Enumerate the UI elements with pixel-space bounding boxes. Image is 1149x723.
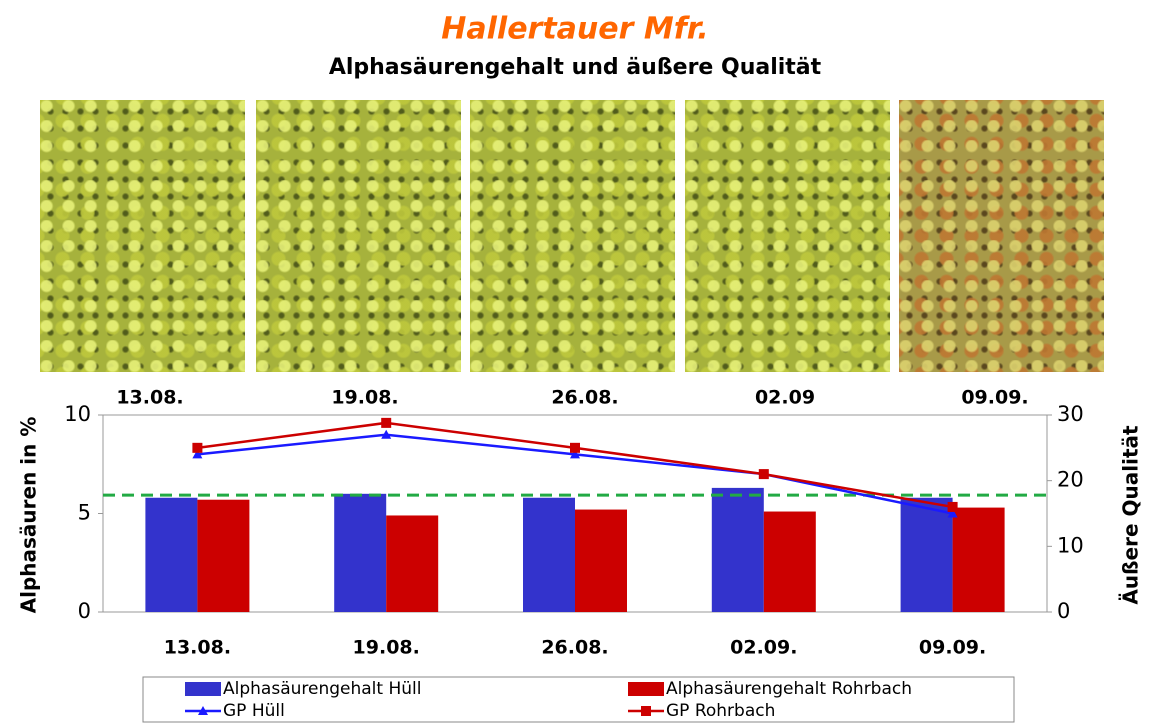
chart-title: Hallertauer Mfr. bbox=[441, 12, 708, 47]
bar bbox=[197, 499, 250, 612]
photo-caption: 09.09. bbox=[961, 387, 1028, 409]
chart-subtitle: Alphasäurengehalt und äußere Qualität bbox=[329, 55, 822, 80]
y2-tick-label: 30 bbox=[1057, 402, 1084, 426]
bar bbox=[711, 487, 764, 612]
legend-label: GP Hüll bbox=[223, 701, 285, 721]
y2-tick-label: 0 bbox=[1057, 599, 1070, 623]
legend-marker bbox=[641, 706, 651, 716]
line-marker bbox=[570, 449, 580, 459]
legend-box bbox=[142, 676, 1015, 723]
line-marker bbox=[381, 429, 392, 439]
x-tick-label: 19.08. bbox=[353, 637, 420, 659]
photo-caption: 02.09 bbox=[755, 387, 815, 409]
bar bbox=[145, 497, 198, 612]
y2-tick-label: 10 bbox=[1057, 533, 1084, 557]
legend-swatch bbox=[185, 682, 221, 696]
legend-label: Alphasäurengehalt Rohrbach bbox=[666, 679, 912, 699]
line-marker bbox=[758, 469, 769, 480]
hop-photo bbox=[256, 100, 461, 372]
line-marker bbox=[947, 508, 958, 518]
bar bbox=[386, 515, 439, 612]
legend-marker bbox=[198, 706, 208, 715]
hop-photo bbox=[685, 100, 890, 372]
bar bbox=[952, 507, 1005, 612]
legend-swatch bbox=[628, 682, 664, 696]
line-marker bbox=[947, 501, 958, 512]
bar bbox=[763, 511, 816, 612]
legend-label: GP Rohrbach bbox=[666, 701, 775, 721]
x-tick-label: 26.08. bbox=[541, 637, 608, 659]
y-tick-label: 5 bbox=[78, 501, 91, 525]
y-tick-label: 0 bbox=[78, 599, 91, 623]
bar bbox=[900, 497, 953, 612]
x-tick-label: 02.09. bbox=[730, 637, 797, 659]
y-axis-title: Alphasäuren in % bbox=[17, 417, 41, 614]
line-marker bbox=[192, 449, 203, 459]
legend-label: Alphasäurengehalt Hüll bbox=[223, 679, 421, 699]
photo-caption: 19.08. bbox=[331, 387, 398, 409]
y-tick-label: 10 bbox=[64, 402, 91, 426]
hop-photo bbox=[470, 100, 675, 372]
hop-photo bbox=[40, 100, 245, 372]
photo-caption: 26.08. bbox=[551, 387, 618, 409]
x-tick-label: 13.08. bbox=[164, 637, 231, 659]
bar bbox=[523, 497, 575, 612]
x-tick-label: 09.09. bbox=[919, 637, 986, 659]
line-marker bbox=[570, 442, 580, 453]
y2-tick-label: 20 bbox=[1057, 468, 1084, 492]
bar bbox=[334, 493, 387, 612]
line-marker bbox=[192, 442, 203, 453]
hop-photo bbox=[899, 100, 1104, 372]
series-line bbox=[197, 421, 953, 509]
photo-caption: 13.08. bbox=[116, 387, 183, 409]
y2-axis-title: Äußere Qualität bbox=[1119, 425, 1143, 605]
line-marker bbox=[381, 417, 392, 428]
bar bbox=[575, 509, 627, 612]
